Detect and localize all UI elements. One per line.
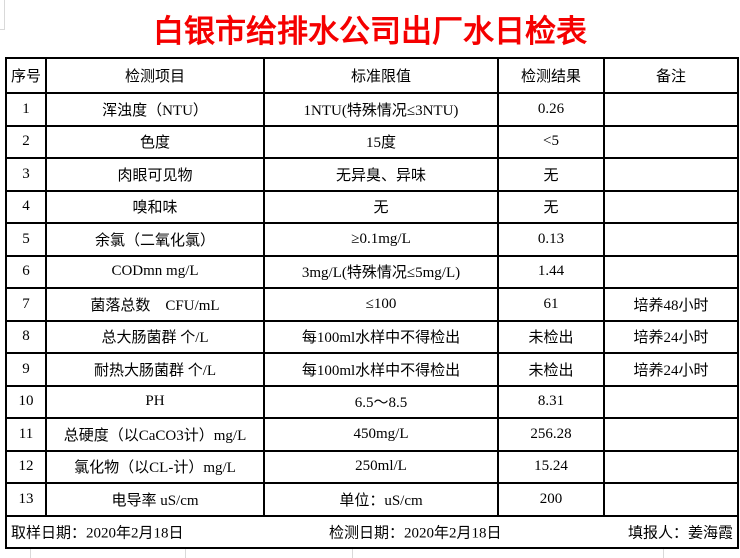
cell-serial-number: 9 [5, 352, 47, 387]
cell-test-item: 氯化物（以CL-计）mg/L [45, 449, 265, 484]
cell-standard-limit: ≥0.1mg/L [263, 222, 499, 257]
test-date-label: 检测日期：2020年2月18日 [329, 525, 502, 541]
table-row: 7 菌落总数 CFU/mL ≤100 61 培养48小时 [5, 287, 739, 322]
cell-standard-limit: 无异臭、异味 [263, 157, 499, 192]
table-row: 6 CODmn mg/L 3mg/L(特殊情况≤5mg/L) 1.44 [5, 254, 739, 289]
cell-remarks [603, 384, 739, 419]
title-bar: 白银市给排水公司出厂水日检表 [0, 0, 740, 57]
cell-test-item: CODmn mg/L [45, 254, 265, 289]
header-standard-limit: 标准限值 [263, 57, 499, 94]
table-row: 5 余氯（二氧化氯） ≥0.1mg/L 0.13 [5, 222, 739, 257]
cell-serial-number: 10 [5, 384, 47, 419]
page-title: 白银市给排水公司出厂水日检表 [153, 14, 587, 49]
cell-serial-number: 7 [5, 287, 47, 322]
cell-standard-limit: ≤100 [263, 287, 499, 322]
cell-serial-number: 1 [5, 92, 47, 127]
cell-standard-limit: 450mg/L [263, 417, 499, 452]
cell-remarks [603, 254, 739, 289]
sample-date-label: 取样日期：2020年2月18日 [11, 525, 184, 541]
cell-standard-limit: 1NTU(特殊情况≤3NTU) [263, 92, 499, 127]
cell-test-item: 电导率 uS/cm [45, 482, 265, 517]
cell-remarks [603, 157, 739, 192]
cell-standard-limit: 每100ml水样中不得检出 [263, 319, 499, 354]
cell-remarks: 培养24小时 [603, 352, 739, 387]
table-row: 2 色度 15度 <5 [5, 124, 739, 159]
sheet-gridline [0, 29, 5, 30]
header-test-result: 检测结果 [497, 57, 605, 94]
cell-serial-number: 2 [5, 124, 47, 159]
cell-test-item: 嗅和味 [45, 189, 265, 224]
table-row: 11 总硬度（以CaCO3计）mg/L 450mg/L 256.28 [5, 417, 739, 452]
cell-remarks [603, 482, 739, 517]
sheet-gridline [352, 548, 353, 558]
cell-standard-limit: 3mg/L(特殊情况≤5mg/L) [263, 254, 499, 289]
table-row: 8 总大肠菌群 个/L 每100ml水样中不得检出 未检出 培养24小时 [5, 319, 739, 354]
sheet-gridline [185, 548, 186, 558]
cell-standard-limit: 15度 [263, 124, 499, 159]
cell-remarks [603, 189, 739, 224]
cell-test-result: 1.44 [497, 254, 605, 289]
sheet-gridline [4, 0, 5, 29]
cell-serial-number: 3 [5, 157, 47, 192]
cell-serial-number: 13 [5, 482, 47, 517]
cell-serial-number: 5 [5, 222, 47, 257]
cell-test-item: 总大肠菌群 个/L [45, 319, 265, 354]
cell-remarks: 培养24小时 [603, 319, 739, 354]
cell-serial-number: 11 [5, 417, 47, 452]
table-header-row: 序号 检测项目 标准限值 检测结果 备注 [5, 57, 739, 94]
cell-test-result: 200 [497, 482, 605, 517]
cell-test-item: 色度 [45, 124, 265, 159]
header-remarks: 备注 [603, 57, 739, 94]
cell-standard-limit: 无 [263, 189, 499, 224]
sheet-gridline [663, 548, 664, 558]
cell-remarks: 培养48小时 [603, 287, 739, 322]
cell-test-item: 浑浊度（NTU） [45, 92, 265, 127]
header-serial-number: 序号 [5, 57, 47, 94]
cell-test-result: 8.31 [497, 384, 605, 419]
cell-test-result: 61 [497, 287, 605, 322]
reporter-label: 填报人：姜海霞 [627, 525, 733, 541]
inspection-table: 序号 检测项目 标准限值 检测结果 备注 1 浑浊度（NTU） 1NTU(特殊情况≤… [5, 57, 739, 549]
cell-serial-number: 8 [5, 319, 47, 354]
cell-remarks [603, 417, 739, 452]
table-row: 10 PH 6.5～8.5 8.31 [5, 384, 739, 419]
cell-serial-number: 4 [5, 189, 47, 224]
cell-test-item: PH [45, 384, 265, 419]
cell-test-result: 15.24 [497, 449, 605, 484]
cell-test-item: 菌落总数 CFU/mL [45, 287, 265, 322]
footer-cell: 取样日期：2020年2月18日 检测日期：2020年2月18日 填报人：姜海霞 [5, 514, 739, 549]
cell-test-result: 0.13 [497, 222, 605, 257]
sheet-gridline [30, 548, 31, 558]
cell-remarks [603, 124, 739, 159]
header-test-item: 检测项目 [45, 57, 265, 94]
cell-test-result: 0.26 [497, 92, 605, 127]
cell-standard-limit: 6.5～8.5 [263, 384, 499, 419]
cell-test-result: 无 [497, 189, 605, 224]
cell-serial-number: 6 [5, 254, 47, 289]
cell-test-result: <5 [497, 124, 605, 159]
cell-standard-limit: 每100ml水样中不得检出 [263, 352, 499, 387]
cell-test-item: 余氯（二氧化氯） [45, 222, 265, 257]
cell-serial-number: 12 [5, 449, 47, 484]
cell-remarks [603, 222, 739, 257]
table-row: 3 肉眼可见物 无异臭、异味无 [5, 157, 739, 192]
table-row: 13 电导率 uS/cm 单位：uS/cm 200 [5, 482, 739, 517]
cell-test-result: 无 [497, 157, 605, 192]
cell-remarks [603, 449, 739, 484]
cell-test-item: 肉眼可见物 [45, 157, 265, 192]
table-row: 12 氯化物（以CL-计）mg/L 250ml/L 15.24 [5, 449, 739, 484]
table-row: 9 耐热大肠菌群 个/L 每100ml水样中不得检出 未检出 培养24小时 [5, 352, 739, 387]
table-row: 1 浑浊度（NTU） 1NTU(特殊情况≤3NTU) 0.26 [5, 92, 739, 127]
cell-test-item: 总硬度（以CaCO3计）mg/L [45, 417, 265, 452]
table-row: 4 嗅和味无无 [5, 189, 739, 224]
cell-test-result: 未检出 [497, 319, 605, 354]
cell-standard-limit: 单位：uS/cm [263, 482, 499, 517]
cell-test-item: 耐热大肠菌群 个/L [45, 352, 265, 387]
cell-test-result: 256.28 [497, 417, 605, 452]
table-footer-row: 取样日期：2020年2月18日 检测日期：2020年2月18日 填报人：姜海霞 [5, 514, 739, 549]
cell-remarks [603, 92, 739, 127]
cell-standard-limit: 250ml/L [263, 449, 499, 484]
cell-test-result: 未检出 [497, 352, 605, 387]
